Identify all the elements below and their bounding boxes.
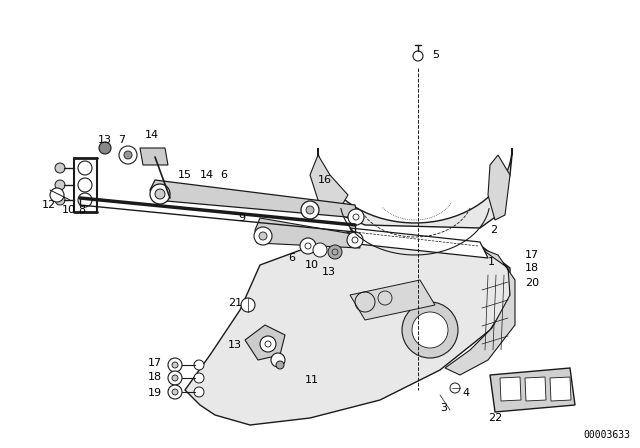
Polygon shape [355, 230, 500, 268]
Circle shape [413, 51, 423, 61]
Circle shape [260, 336, 276, 352]
Polygon shape [245, 325, 285, 360]
Circle shape [172, 389, 178, 395]
Text: 22: 22 [488, 413, 502, 423]
Text: 13: 13 [322, 267, 336, 277]
Circle shape [119, 146, 137, 164]
Circle shape [155, 189, 165, 199]
Text: 11: 11 [305, 375, 319, 385]
Circle shape [150, 184, 170, 204]
Text: 15: 15 [178, 170, 192, 180]
Text: 20: 20 [525, 278, 539, 288]
Circle shape [78, 178, 92, 192]
Text: 13: 13 [98, 135, 112, 145]
Circle shape [99, 142, 111, 154]
Polygon shape [445, 248, 515, 375]
Text: 3: 3 [440, 403, 447, 413]
Circle shape [450, 383, 460, 393]
Text: 19: 19 [148, 388, 162, 398]
Text: 10: 10 [305, 260, 319, 270]
Circle shape [55, 180, 65, 190]
Text: 18: 18 [525, 263, 539, 273]
Polygon shape [490, 368, 575, 412]
Text: 8: 8 [78, 205, 85, 215]
Text: 13: 13 [228, 340, 242, 350]
Circle shape [300, 238, 316, 254]
Circle shape [328, 245, 342, 259]
Circle shape [259, 232, 267, 240]
Circle shape [402, 302, 458, 358]
Polygon shape [550, 377, 571, 401]
Circle shape [55, 195, 65, 205]
Polygon shape [350, 280, 435, 320]
Circle shape [172, 375, 178, 381]
Text: 12: 12 [42, 200, 56, 210]
Circle shape [348, 209, 364, 225]
Circle shape [194, 360, 204, 370]
Circle shape [78, 161, 92, 175]
Circle shape [306, 206, 314, 214]
Circle shape [276, 361, 284, 369]
Text: 6: 6 [220, 170, 227, 180]
Circle shape [168, 358, 182, 372]
Circle shape [254, 227, 272, 245]
Text: 2: 2 [490, 225, 497, 235]
Polygon shape [350, 228, 488, 258]
Text: 1: 1 [488, 257, 495, 267]
Polygon shape [140, 148, 168, 165]
Text: 17: 17 [525, 250, 539, 260]
Polygon shape [525, 377, 546, 401]
Circle shape [168, 371, 182, 385]
Text: 6: 6 [288, 253, 295, 263]
Circle shape [172, 362, 178, 368]
Polygon shape [150, 180, 358, 218]
Text: 14: 14 [145, 130, 159, 140]
Circle shape [347, 232, 363, 248]
Text: 7: 7 [118, 135, 125, 145]
Text: 14: 14 [200, 170, 214, 180]
Polygon shape [500, 377, 521, 401]
Polygon shape [310, 155, 348, 215]
Polygon shape [255, 218, 360, 248]
Polygon shape [488, 155, 510, 220]
Circle shape [271, 353, 285, 367]
Text: 17: 17 [148, 358, 162, 368]
Circle shape [412, 312, 448, 348]
Circle shape [301, 201, 319, 219]
Text: 21: 21 [228, 298, 242, 308]
Text: 00003633: 00003633 [583, 430, 630, 440]
Circle shape [168, 385, 182, 399]
Circle shape [241, 298, 255, 312]
Polygon shape [318, 148, 512, 228]
Circle shape [78, 193, 92, 207]
Text: 10: 10 [62, 205, 76, 215]
Circle shape [50, 188, 64, 202]
Circle shape [124, 151, 132, 159]
Text: 16: 16 [318, 175, 332, 185]
Text: 4: 4 [462, 388, 469, 398]
Circle shape [194, 373, 204, 383]
Text: 18: 18 [148, 372, 162, 382]
Circle shape [194, 387, 204, 397]
Text: 5: 5 [432, 50, 439, 60]
Circle shape [55, 163, 65, 173]
Text: 9: 9 [238, 213, 245, 223]
Polygon shape [185, 230, 510, 425]
Circle shape [313, 243, 327, 257]
